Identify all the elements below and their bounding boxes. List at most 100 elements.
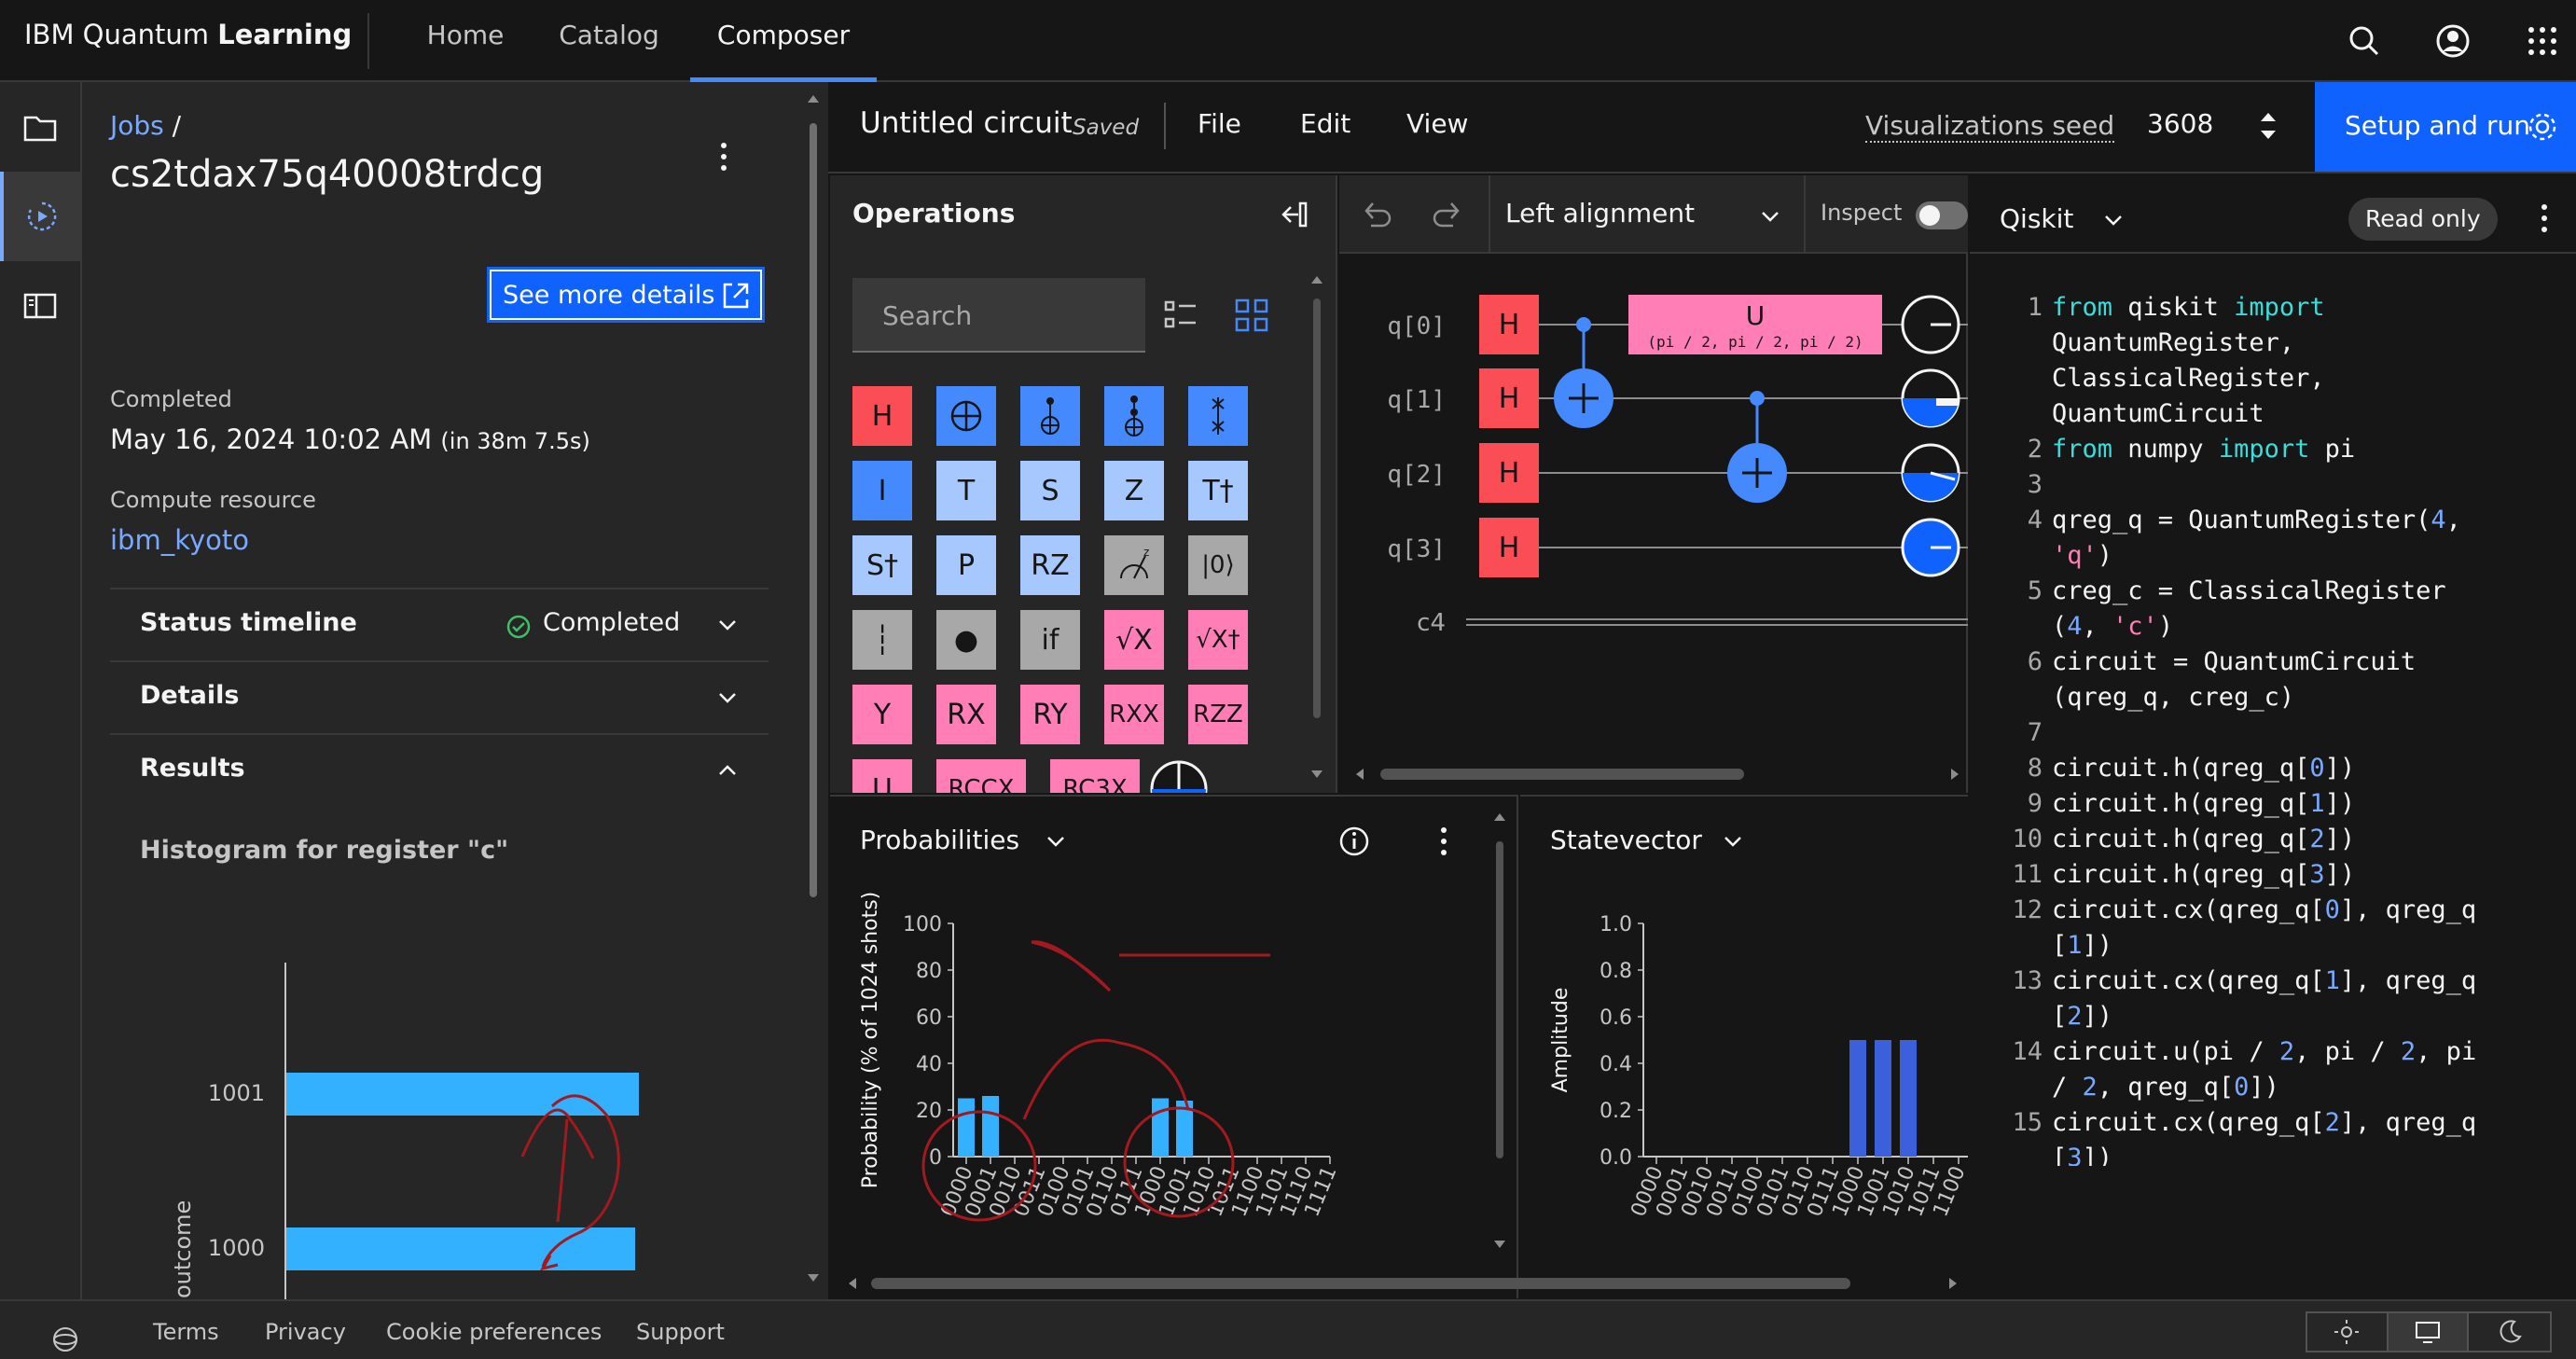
menu-file[interactable]: File xyxy=(1198,108,1241,139)
gate-cx[interactable] xyxy=(1020,386,1080,446)
check-circle-icon xyxy=(506,615,531,639)
chevron-down-icon[interactable] xyxy=(1720,828,1746,854)
app-switcher-icon[interactable] xyxy=(2514,13,2570,69)
gate-meas[interactable]: z xyxy=(1104,535,1164,595)
qubit-label-q1: q[1] xyxy=(1387,386,1446,414)
circuit-canvas[interactable] xyxy=(1339,175,1968,793)
chevron-down-icon[interactable] xyxy=(2100,207,2126,233)
footer-link-terms[interactable]: Terms xyxy=(153,1319,219,1345)
status-timeline-label: Status timeline xyxy=(140,608,357,637)
gate-ry[interactable]: RY xyxy=(1020,685,1080,744)
code-language-dropdown[interactable]: Qiskit xyxy=(2000,203,2073,234)
gate-z[interactable]: Z xyxy=(1104,461,1164,520)
chevron-down-icon[interactable] xyxy=(1043,828,1069,854)
see-more-details-button[interactable]: See more details xyxy=(487,267,765,323)
brand-prefix: IBM Quantum xyxy=(24,19,210,50)
user-avatar-icon[interactable] xyxy=(2425,13,2481,69)
circuit-title[interactable]: Untitled circuit xyxy=(860,106,1073,140)
footer-link-privacy[interactable]: Privacy xyxy=(265,1319,346,1345)
gate-0[interactable]: |0⟩ xyxy=(1188,535,1248,595)
footer-link-support[interactable]: Support xyxy=(636,1319,725,1345)
redo-icon[interactable] xyxy=(1427,194,1468,235)
gate-rzz[interactable]: RZZ xyxy=(1188,685,1248,744)
gate-s[interactable]: S xyxy=(1020,461,1080,520)
nav-composer[interactable]: Composer xyxy=(690,0,877,82)
operations-search-input[interactable]: Search xyxy=(852,278,1145,353)
theme-dark-button[interactable] xyxy=(2469,1313,2550,1351)
details-label: Details xyxy=(140,681,240,710)
search-icon[interactable] xyxy=(2335,13,2391,69)
y-axis-label: Probability (% of 1024 shots) xyxy=(859,892,882,1188)
y-tick-label: 0 xyxy=(929,1146,942,1170)
gate-ccx[interactable] xyxy=(1104,386,1164,446)
footer-link-cookie-preferences[interactable]: Cookie preferences xyxy=(386,1319,602,1345)
inspect-toggle[interactable] xyxy=(1916,201,1968,229)
alignment-dropdown[interactable]: Left alignment xyxy=(1490,175,1804,254)
gate-s[interactable]: S† xyxy=(852,535,912,595)
code-editor-panel[interactable] xyxy=(1970,175,2576,1299)
nav-home[interactable]: Home xyxy=(426,20,505,50)
rail-jobs-button[interactable] xyxy=(0,172,80,261)
accordion-status-timeline[interactable]: Status timeline Completed xyxy=(110,588,769,660)
y-tick-label: 0.8 xyxy=(1600,960,1632,983)
gate-t[interactable]: T xyxy=(936,461,996,520)
gate-p[interactable]: P xyxy=(936,535,996,595)
gate-if[interactable]: if xyxy=(1020,610,1080,670)
gate-t[interactable]: T† xyxy=(1188,461,1248,520)
gate-rxx[interactable]: RXX xyxy=(1104,685,1164,744)
job-panel-scrollbar[interactable] xyxy=(804,90,823,1293)
gate-i[interactable]: I xyxy=(852,461,912,520)
gate-swap[interactable] xyxy=(1188,386,1248,446)
breadcrumb-jobs-link[interactable]: Jobs xyxy=(110,110,164,141)
gate-u[interactable]: U xyxy=(852,759,912,793)
menu-edit[interactable]: Edit xyxy=(1300,108,1351,139)
collapse-panel-icon[interactable] xyxy=(1274,196,1311,233)
inspect-label: Inspect xyxy=(1821,200,1903,226)
seed-value-input[interactable]: 3608 xyxy=(2147,108,2214,139)
gate-rx[interactable]: RX xyxy=(936,685,996,744)
gate-[interactable]: ┆ xyxy=(852,610,912,670)
y-tick-label: 80 xyxy=(916,960,942,983)
list-view-icon[interactable] xyxy=(1160,295,1201,336)
probabilities-scrollbar[interactable] xyxy=(1490,808,1509,1259)
nav-catalog[interactable]: Catalog xyxy=(559,20,659,50)
menu-view[interactable]: View xyxy=(1406,108,1469,139)
gate-x[interactable]: √X xyxy=(1104,610,1164,670)
accordion-results[interactable]: Results xyxy=(110,733,769,806)
gate-[interactable] xyxy=(936,386,996,446)
operations-scrollbar[interactable] xyxy=(1308,270,1326,789)
gate-x[interactable]: √X† xyxy=(1188,610,1248,670)
histogram-bar-1001 xyxy=(286,1073,639,1116)
visualization-hscrollbar[interactable] xyxy=(830,1270,1968,1297)
brand-logo[interactable]: IBM Quantum Learning xyxy=(24,19,352,50)
code-overflow-menu-icon[interactable] xyxy=(2529,200,2559,237)
accordion-details[interactable]: Details xyxy=(110,660,769,733)
rail-files-button[interactable] xyxy=(0,82,80,172)
rail-docs-button[interactable] xyxy=(0,261,80,351)
code-line-number: 7 xyxy=(2027,718,2043,747)
gate-rz[interactable]: RZ xyxy=(1020,535,1080,595)
gate-qubit-state-disc[interactable] xyxy=(1149,759,1209,793)
overflow-menu-icon[interactable] xyxy=(709,138,739,175)
setup-and-run-button[interactable]: Setup and run xyxy=(2315,82,2576,172)
theme-system-button[interactable] xyxy=(2388,1313,2470,1351)
gate-rccx[interactable]: RCCX xyxy=(936,759,1026,793)
gate-[interactable]: ● xyxy=(936,610,996,670)
compute-resource-link[interactable]: ibm_kyoto xyxy=(110,524,249,556)
undo-icon[interactable] xyxy=(1356,194,1397,235)
grid-view-icon[interactable] xyxy=(1231,295,1272,336)
code-line-number: 3 xyxy=(2027,470,2043,499)
probabilities-overflow-icon[interactable] xyxy=(1429,823,1459,860)
breadcrumb-separator: / xyxy=(172,110,182,141)
theme-light-button[interactable] xyxy=(2307,1313,2389,1351)
code-line: from numpy import pi xyxy=(2052,435,2356,464)
seed-stepper-icon[interactable] xyxy=(2251,103,2285,149)
gate-h[interactable]: H xyxy=(852,386,912,446)
gate-rc3x[interactable]: RC3X xyxy=(1050,759,1140,793)
y-tick-label: 1.0 xyxy=(1600,913,1632,936)
gate-y[interactable]: Y xyxy=(852,685,912,744)
statevector-dropdown[interactable]: Statevector xyxy=(1550,825,1702,855)
setup-and-run-label: Setup and run xyxy=(2345,110,2530,141)
probabilities-dropdown[interactable]: Probabilities xyxy=(860,825,1019,855)
info-icon[interactable] xyxy=(1337,825,1371,858)
